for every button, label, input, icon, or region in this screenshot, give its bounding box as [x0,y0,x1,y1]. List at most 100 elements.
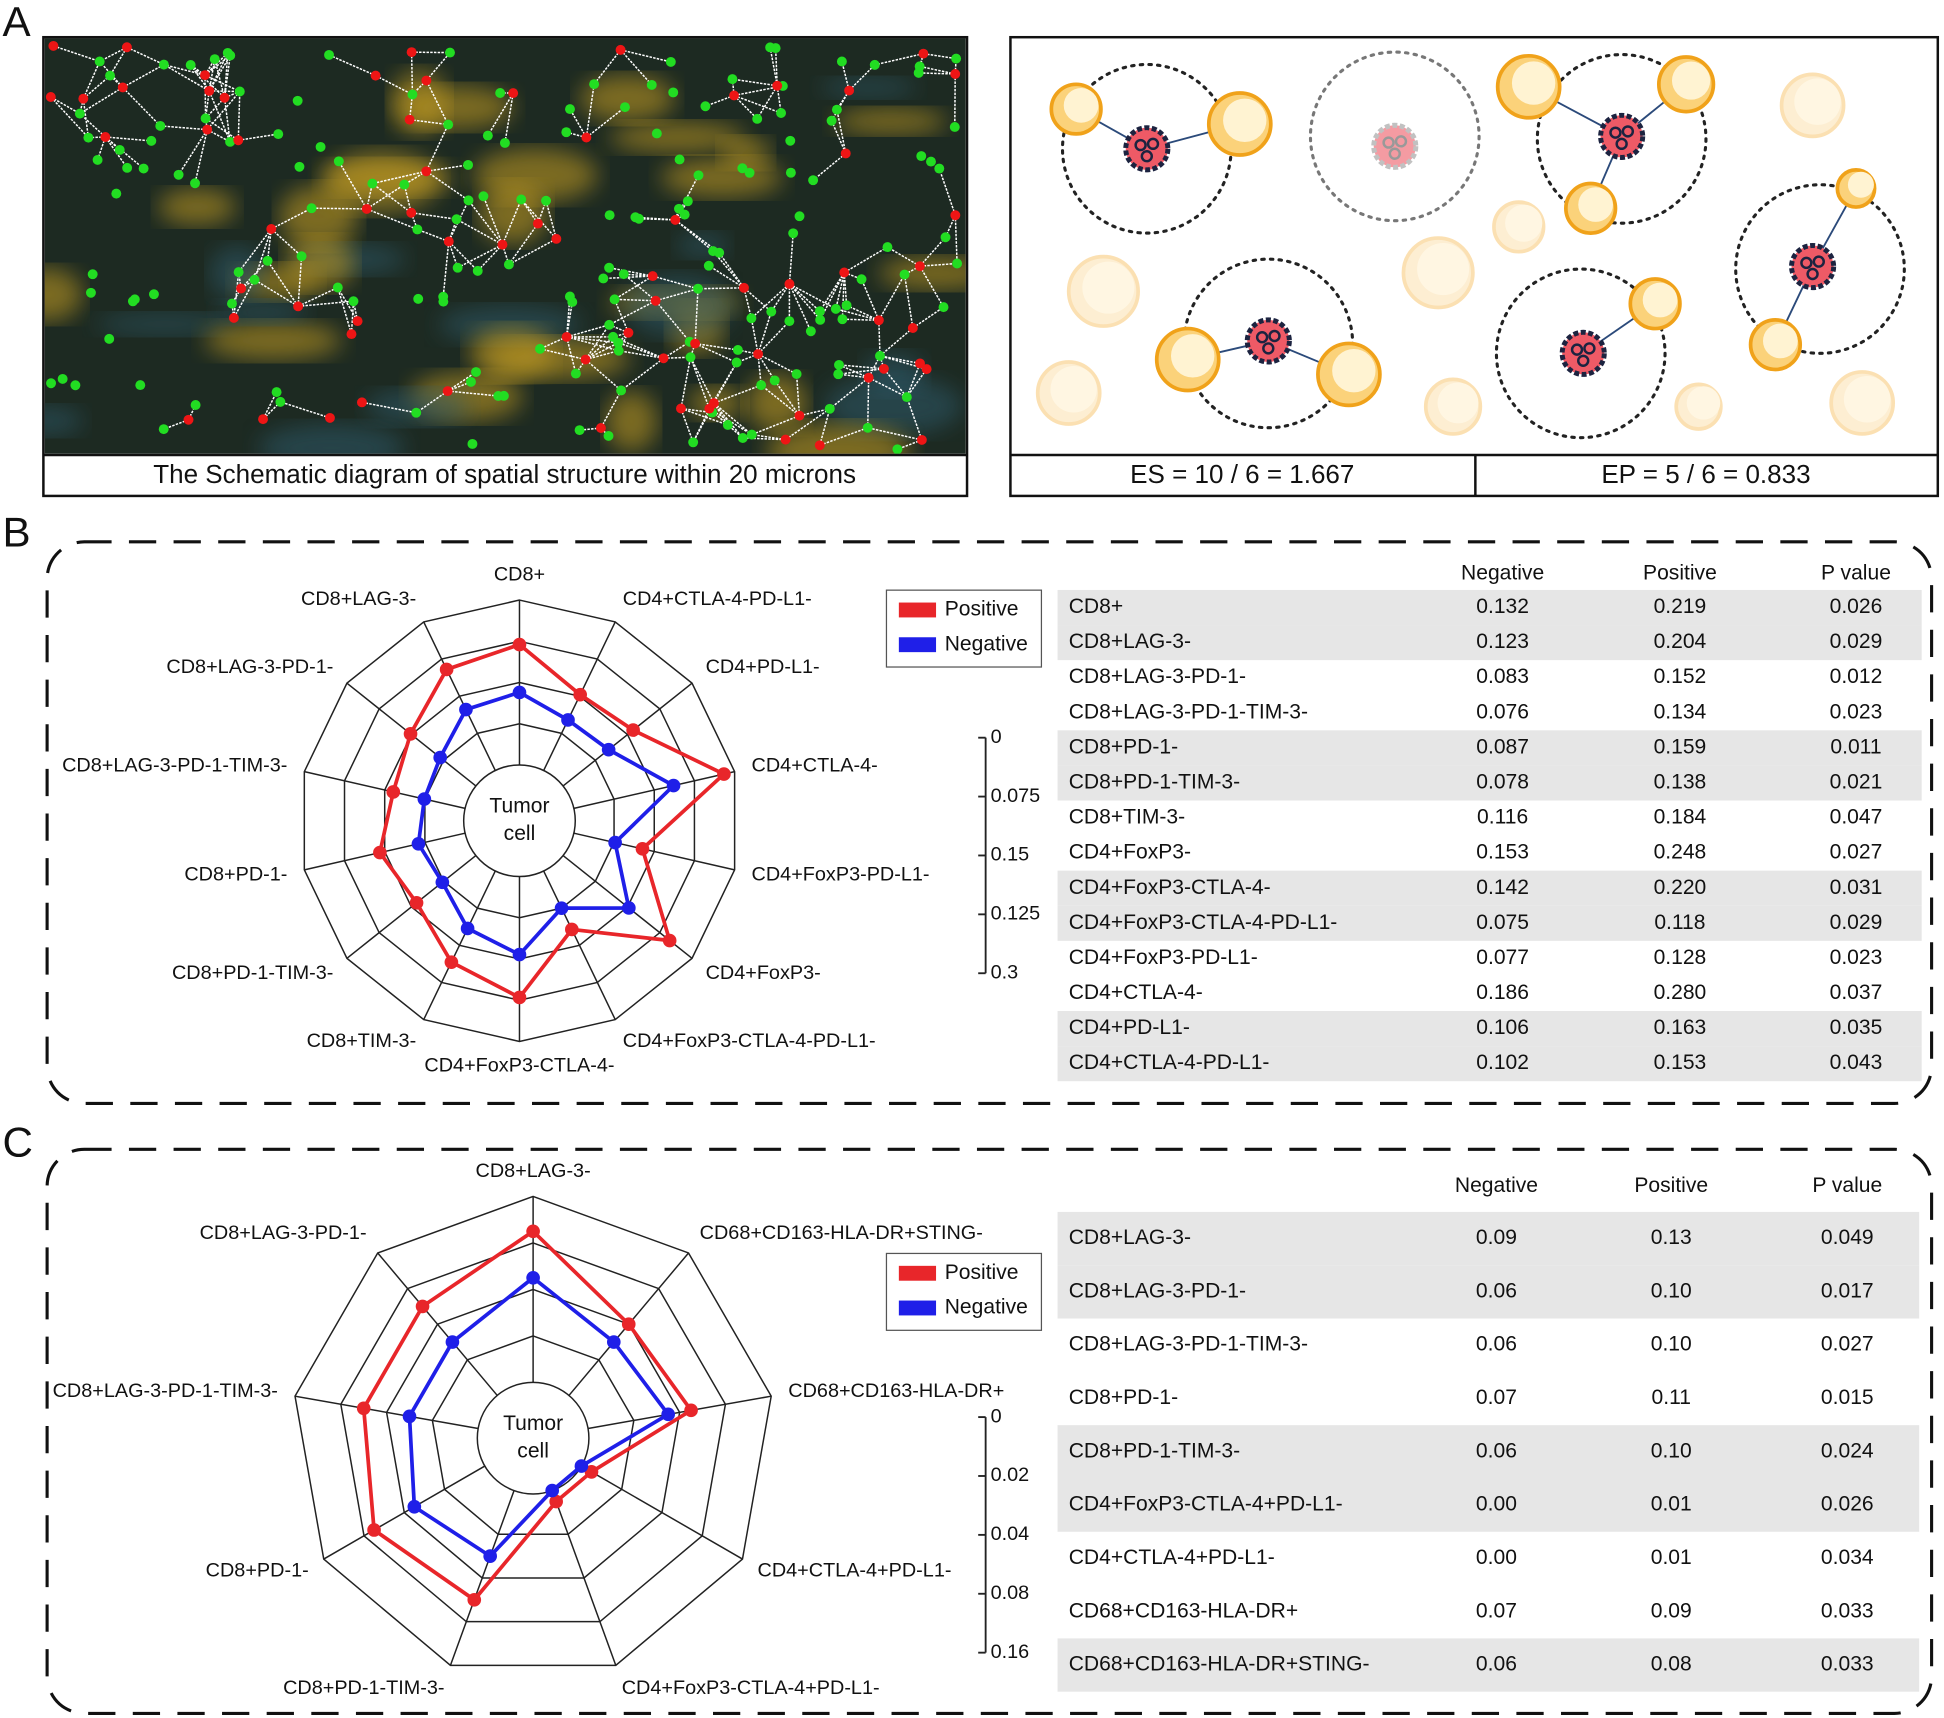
cell: 0.07 [1476,1386,1517,1409]
link [733,94,782,114]
tumor-dot [839,267,850,278]
cell-dot [651,128,662,139]
tumor-dot [918,48,929,59]
radius-circle [1734,183,1906,355]
cell-dot [127,296,138,307]
stain [204,321,342,360]
tumor-dot [863,372,874,383]
link [337,287,359,322]
row-shade [1057,905,1922,941]
link [328,54,376,77]
row-shade [1057,765,1922,801]
row-shade [1057,1425,1920,1479]
tumor-dot [916,434,927,445]
cell: 0.106 [1476,1016,1529,1039]
link [733,94,758,120]
stain [824,376,963,436]
nucleus [1621,125,1635,138]
legend-swatch [898,602,937,618]
link [584,324,610,360]
cell: 0.023 [1830,946,1883,969]
cell-dot [535,343,545,354]
link [237,272,242,289]
link [819,408,831,446]
link [906,363,921,398]
scale-label: 0.15 [991,844,1030,866]
point [717,767,731,781]
row-label: CD4+CTLA-4- [1069,981,1203,1004]
link [187,404,197,421]
cell: 0.08 [1651,1653,1692,1676]
cell-dot [732,345,743,355]
cell-dot [467,438,478,449]
spoke [587,1395,772,1430]
cell: 0.142 [1476,876,1529,899]
link [298,300,354,308]
cell-dot [495,88,506,98]
series-line [407,1275,671,1559]
link [50,96,81,115]
tumor-dot [670,214,681,225]
link [757,353,776,381]
tumor-dot [404,114,415,125]
link [906,396,923,441]
grid-ring [340,1242,727,1623]
link [680,407,729,426]
tumor-dot [581,132,592,143]
cell-dot [609,294,620,305]
grid-ring [294,1195,772,1667]
point [561,713,575,727]
link [819,427,869,446]
cell: 0.00 [1476,1493,1517,1516]
center-circle [476,1381,590,1495]
link [879,327,914,357]
cell-dot [916,151,927,162]
cell-dot [104,333,115,344]
cell-dot [834,359,844,370]
radius-circle [1494,267,1667,440]
link [614,275,654,301]
legend-label: Negative [945,632,1028,655]
cell: 0.152 [1654,665,1707,688]
category-label: CD4+CTLA-4-PD-L1- [623,588,812,610]
link [919,262,958,267]
pale-cell-core [1505,204,1543,242]
link [655,300,691,343]
nucleus [1262,342,1275,355]
point [545,1483,560,1498]
cell-dot [471,367,481,377]
link [410,52,414,95]
stain [478,183,548,244]
immune-cell-core [1578,187,1613,222]
stain [878,257,966,290]
link [209,90,240,93]
link [122,86,161,127]
link [504,92,514,144]
tumor-dot [738,282,749,293]
link [262,391,278,420]
tumor-dot [814,440,825,451]
cell-dot [46,378,57,389]
point [626,723,640,737]
cell-dot [463,195,474,206]
link [689,356,715,404]
cell: 0.163 [1654,1016,1707,1039]
link [868,377,908,398]
cell-dot [752,113,763,124]
cell: 0.037 [1830,981,1883,1004]
link [620,49,653,86]
immune-cell-core [1762,323,1798,359]
cell-dot [616,385,627,396]
link [190,64,226,99]
nucleus [1615,137,1628,151]
category-label: CD8+PD-1- [184,864,287,886]
point [409,896,424,910]
radar-chart: Tumor cell CD8+ CD4+CTLA-4-PD-L1- CD4+PD-L1-… [62,564,1043,1076]
panel-letter: B [2,509,30,556]
cell: 0.027 [1830,841,1883,864]
tumor-dot [346,329,357,340]
link [879,355,921,365]
tumor-dot [100,132,111,142]
cell-dot [589,79,600,90]
